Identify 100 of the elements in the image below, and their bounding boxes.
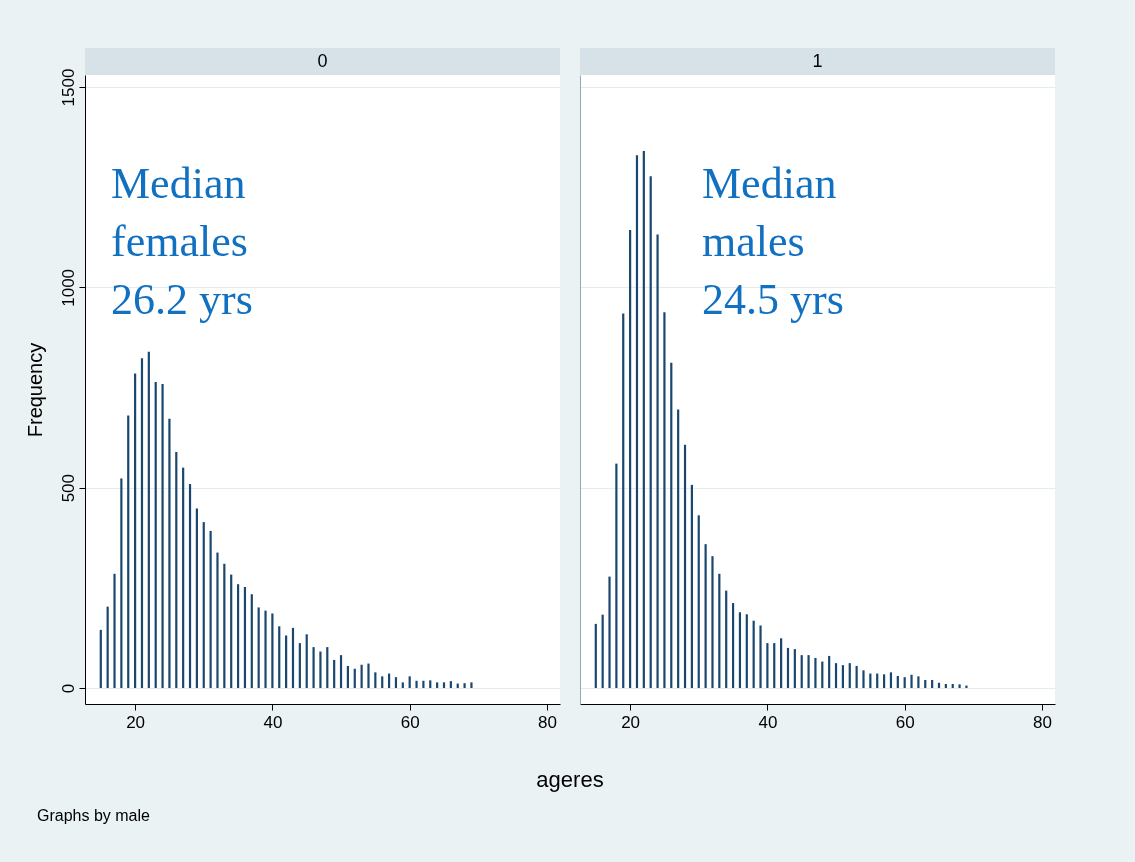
bar — [889, 672, 893, 688]
bar — [656, 234, 659, 688]
bar — [780, 638, 783, 688]
bar — [773, 643, 776, 688]
annotation: Median females 26.2 yrs — [111, 159, 253, 324]
bar — [683, 444, 687, 688]
bar — [615, 463, 618, 688]
bar — [766, 643, 769, 688]
bar — [800, 655, 803, 688]
bar — [814, 657, 817, 688]
bar — [271, 613, 274, 688]
bar — [127, 415, 130, 688]
bar — [649, 176, 652, 688]
bar — [236, 584, 240, 688]
bar — [663, 312, 666, 688]
x-tick-label: 20 — [621, 712, 641, 732]
bar — [862, 670, 865, 688]
bar — [381, 676, 384, 688]
bar — [278, 626, 281, 688]
bar — [958, 684, 961, 688]
y-tick-label: 0 — [58, 683, 78, 694]
bar — [147, 351, 150, 688]
text: Graphs by male — [37, 807, 151, 824]
x-tick-label: 40 — [758, 712, 778, 732]
bar — [965, 685, 968, 688]
bar — [731, 603, 735, 688]
bar — [175, 452, 178, 688]
bar — [841, 665, 844, 688]
bar — [264, 610, 267, 688]
bar — [195, 508, 198, 688]
bar — [298, 643, 301, 688]
bar — [436, 682, 439, 688]
bar — [113, 573, 116, 688]
y-tick-label: 1500 — [58, 68, 78, 107]
x-tick-label: 80 — [538, 712, 557, 732]
bar — [339, 655, 343, 688]
y-axis-title: Frequency — [23, 342, 46, 438]
bar — [360, 664, 363, 688]
bar — [793, 649, 796, 688]
bar — [910, 674, 913, 688]
bar — [855, 665, 858, 688]
bar — [745, 614, 748, 688]
bar — [346, 665, 349, 688]
bar — [161, 383, 164, 688]
bar — [415, 680, 418, 688]
bar — [209, 530, 212, 688]
bar — [786, 647, 790, 688]
x-tick-label: 20 — [126, 712, 146, 732]
x-axis-title: ageres — [536, 767, 604, 792]
bar — [718, 573, 721, 688]
bar — [223, 563, 226, 688]
bar — [216, 552, 219, 688]
bar — [408, 676, 411, 688]
bar — [622, 313, 625, 688]
bar — [725, 590, 728, 688]
bar — [670, 362, 673, 688]
bar — [917, 676, 920, 688]
bar — [828, 655, 831, 688]
bar — [291, 627, 295, 688]
bar — [608, 576, 611, 688]
bar — [319, 651, 322, 688]
bar — [429, 680, 432, 688]
bar — [257, 607, 260, 688]
bar — [312, 647, 315, 688]
bar — [106, 606, 109, 688]
bar — [738, 612, 742, 688]
bar — [401, 682, 404, 688]
bar — [154, 381, 157, 688]
y-tick-label: 1000 — [58, 268, 78, 307]
bar — [463, 683, 466, 688]
bar — [120, 478, 123, 688]
x-tick-label: 80 — [1033, 712, 1052, 732]
x-tick-label: 40 — [263, 712, 283, 732]
bar — [374, 672, 377, 688]
bar — [285, 635, 288, 688]
bar — [704, 544, 707, 688]
bar — [601, 614, 604, 688]
bar — [188, 484, 192, 688]
bar — [821, 661, 824, 688]
bar — [442, 682, 446, 688]
bar — [449, 681, 452, 688]
bar — [642, 151, 645, 688]
bar — [140, 358, 144, 688]
bar — [230, 574, 233, 688]
bar — [635, 155, 639, 688]
bar — [882, 674, 886, 688]
bar — [134, 373, 137, 688]
bar — [834, 663, 838, 688]
bar — [677, 409, 680, 688]
bar — [202, 522, 205, 688]
bar — [353, 668, 356, 688]
bar — [690, 484, 693, 688]
bar — [394, 677, 398, 688]
bar — [711, 556, 714, 688]
bar — [168, 418, 171, 688]
bar — [629, 230, 632, 688]
x-tick-label: 60 — [895, 712, 915, 732]
bar — [470, 682, 473, 688]
chart-title: 0 — [317, 51, 328, 71]
bar — [326, 647, 329, 688]
